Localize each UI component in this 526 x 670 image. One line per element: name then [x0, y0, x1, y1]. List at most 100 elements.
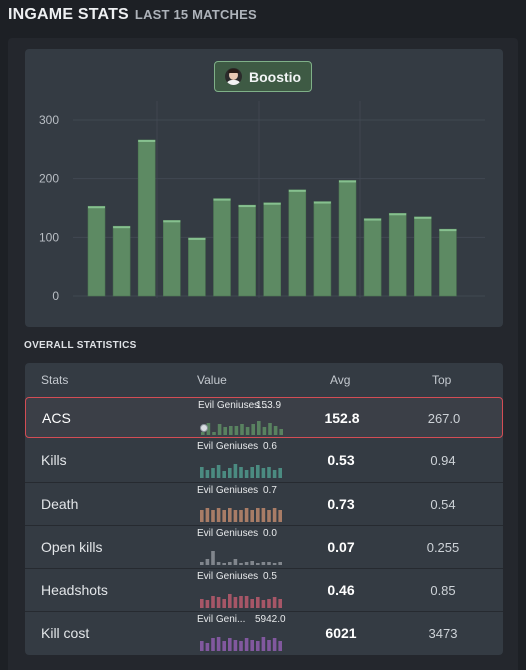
- sparkline-bar: [267, 467, 271, 478]
- y-tick-label: 300: [39, 113, 59, 127]
- sparkline-bar: [244, 470, 249, 478]
- bar: [313, 201, 332, 297]
- stat-value: 0.5: [263, 571, 277, 582]
- sparkline-bar: [216, 637, 221, 651]
- sparkline-bar: [250, 467, 254, 478]
- sparkline-bar: [256, 563, 260, 565]
- sparkline-bar: [228, 468, 232, 478]
- sparkline-bar: [216, 597, 221, 608]
- sparkline-bar: [278, 599, 282, 608]
- player-avatar: [225, 68, 242, 85]
- header-stats: Stats: [41, 373, 69, 387]
- stat-avg: 0.53: [327, 452, 355, 468]
- sparkline-bar: [205, 508, 210, 522]
- stats-row-headshots[interactable]: Headshots Evil Geniuses 0.5 0.46 0.85: [25, 568, 503, 611]
- stat-top: 0.54: [430, 497, 456, 512]
- sparkline-bar: [278, 641, 282, 651]
- stats-row-acs[interactable]: ACS Evil Geniuses ... 153.9 152.8 267.0: [25, 397, 503, 438]
- sparkline-bar: [251, 424, 255, 435]
- sparkline-bar: [279, 429, 283, 435]
- sparkline-bar: [205, 559, 210, 565]
- sparkline-bar: [233, 597, 238, 608]
- sparkline-bar: [223, 427, 227, 435]
- stat-sparkline: [200, 464, 282, 478]
- sparkline-bar: [222, 563, 226, 565]
- header-top: Top: [432, 373, 452, 387]
- sparkline-bar: [245, 427, 250, 435]
- bar-top: [163, 220, 181, 223]
- bar: [188, 237, 206, 297]
- stat-top: 0.85: [430, 583, 456, 598]
- sparkline-bar: [261, 637, 266, 651]
- team-name: Evil Geniuses: [197, 441, 259, 452]
- sparkline-bar: [228, 638, 232, 651]
- sparkline-bar: [222, 510, 226, 522]
- sparkline-bar: [250, 561, 254, 565]
- sparkline-bar: [244, 596, 249, 608]
- stats-row-kills[interactable]: Kills Evil Geniuses 0.6 0.53 0.94: [25, 439, 503, 482]
- bar: [288, 189, 307, 297]
- sparkline-bar: [200, 510, 204, 522]
- bar-top: [313, 201, 331, 204]
- bar: [87, 205, 106, 297]
- bar: [238, 204, 256, 297]
- stat-value: 0.0: [263, 528, 277, 539]
- bar-top: [389, 213, 407, 216]
- bar-top: [263, 202, 281, 205]
- sparkline-bar: [222, 641, 226, 651]
- stats-row-open-kills[interactable]: Open kills Evil Geniuses 0.0 0.07 0.255: [25, 525, 503, 568]
- sparkline-bar: [211, 638, 215, 651]
- sparkline-bar: [244, 638, 249, 651]
- bar: [112, 225, 131, 297]
- sparkline-bar: [201, 432, 205, 435]
- bar-top: [213, 198, 231, 201]
- bar: [413, 216, 432, 297]
- sparkline-bar: [250, 599, 254, 608]
- stat-name: Kill cost: [41, 625, 90, 641]
- sparkline-bar: [268, 423, 272, 435]
- stat-name: Open kills: [41, 539, 103, 555]
- sparkline-bar: [229, 426, 233, 435]
- sparkline-bar: [228, 594, 232, 608]
- stat-sparkline: [200, 551, 282, 565]
- sparkline-bar: [267, 599, 271, 608]
- team-name: Evil Geniuses: [197, 528, 259, 539]
- stat-value: 0.6: [263, 441, 277, 452]
- sparkline-bar: [257, 421, 261, 435]
- sparkline-bar: [200, 641, 204, 651]
- bar-top: [138, 139, 156, 142]
- stat-sparkline: [200, 637, 282, 651]
- stat-avg: 0.73: [327, 496, 355, 512]
- header-avg: Avg: [330, 373, 351, 387]
- sparkline-bar: [222, 471, 226, 478]
- sparkline-bar: [250, 510, 254, 522]
- sparkline-bar: [262, 427, 267, 435]
- bar: [388, 212, 407, 297]
- sparkline-bar: [261, 562, 266, 565]
- stats-row-death[interactable]: Death Evil Geniuses 0.7 0.73 0.54: [25, 482, 503, 525]
- bar-top: [439, 229, 457, 232]
- stat-name: Headshots: [41, 582, 108, 598]
- page-header: INGAME STATS LAST 15 MATCHES: [8, 6, 257, 28]
- stat-top: 0.94: [430, 453, 456, 468]
- sparkline-bar: [267, 562, 271, 565]
- sparkline-bar: [239, 563, 243, 565]
- page-subtitle: LAST 15 MATCHES: [134, 7, 257, 22]
- player-chip[interactable]: Boostio: [214, 61, 312, 92]
- sparkline-bar: [256, 641, 260, 651]
- page-title: INGAME STATS: [8, 6, 129, 23]
- sparkline-bar: [272, 470, 277, 478]
- sparkline-bar: [211, 468, 215, 478]
- stats-row-kill-cost[interactable]: Kill cost Evil Geni... 5942.0 6021 3473: [25, 611, 503, 654]
- sparkline-bar: [233, 559, 238, 565]
- sparkline-bar: [261, 508, 266, 522]
- sparkline-bar: [267, 640, 271, 651]
- sparkline-bar: [256, 465, 260, 478]
- sparkline-bar: [228, 508, 232, 522]
- sparkline-bar: [206, 423, 211, 435]
- stat-name: Death: [41, 496, 79, 512]
- sparkline-bar: [272, 508, 277, 522]
- team-name: Evil Geniuses: [197, 485, 259, 496]
- sparkline-bar: [222, 599, 226, 608]
- bar: [163, 220, 181, 297]
